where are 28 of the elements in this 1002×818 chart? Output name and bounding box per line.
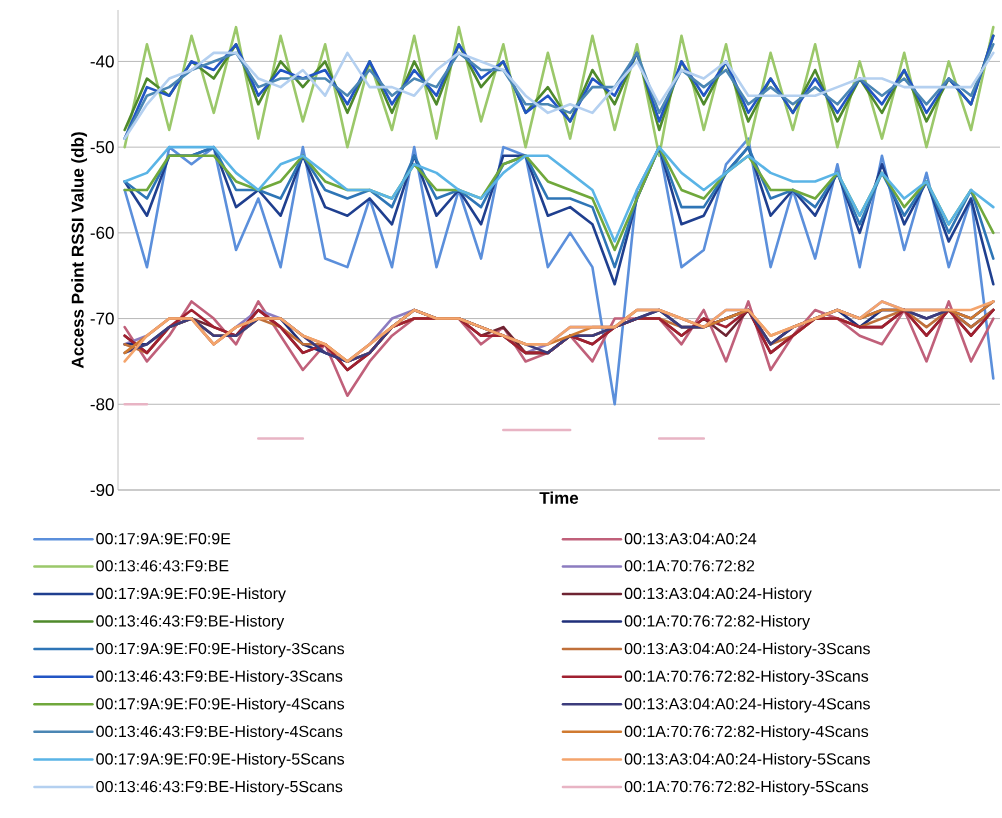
legend-label: 00:17:9A:9E:F0:9E [96, 533, 231, 545]
legend-label: 00:13:46:43:F9:BE-History-5Scans [96, 780, 343, 796]
legend-label: 00:13:46:43:F9:BE-History [96, 614, 285, 630]
y-axis-title: Access Point RSSI Value (db) [71, 132, 88, 369]
y-tick-label: -40 [90, 55, 114, 68]
y-tick-label: -80 [90, 398, 114, 411]
legend-label: 00:13:46:43:F9:BE [96, 560, 229, 572]
y-tick-label: -50 [90, 141, 114, 154]
y-tick-label: -70 [90, 312, 114, 325]
legend-label: 00:1A:70:76:72:82-History-3Scans [624, 670, 869, 686]
y-tick-label: -60 [90, 226, 114, 239]
legend-label: 00:1A:70:76:72:82 [624, 560, 755, 572]
y-tick-label: -90 [90, 483, 114, 497]
legend-label: 00:13:A3:04:A0:24 [624, 533, 757, 545]
legend-label: 00:1A:70:76:72:82-History-4Scans [624, 725, 869, 741]
legend-label: 00:1A:70:76:72:82-History [624, 614, 811, 630]
legend-label: 00:13:A3:04:A0:24-History-4Scans [624, 697, 870, 713]
legend-label: 00:17:9A:9E:F0:9E-History [96, 587, 286, 603]
legend-label: 00:13:A3:04:A0:24-History [624, 587, 812, 603]
x-axis-title: Time [539, 491, 579, 505]
legend-label: 00:13:46:43:F9:BE-History-4Scans [96, 725, 343, 741]
legend-label: 00:13:A3:04:A0:24-History-5Scans [624, 752, 870, 768]
legend-label: 00:17:9A:9E:F0:9E-History-5Scans [96, 752, 345, 768]
legend-label: 00:13:46:43:F9:BE-History-3Scans [96, 670, 343, 686]
legend-label: 00:1A:70:76:72:82-History-5Scans [624, 780, 869, 796]
legend-label: 00:13:A3:04:A0:24-History-3Scans [624, 642, 870, 658]
legend-label: 00:17:9A:9E:F0:9E-History-4Scans [96, 697, 345, 713]
legend-label: 00:17:9A:9E:F0:9E-History-3Scans [96, 642, 345, 658]
